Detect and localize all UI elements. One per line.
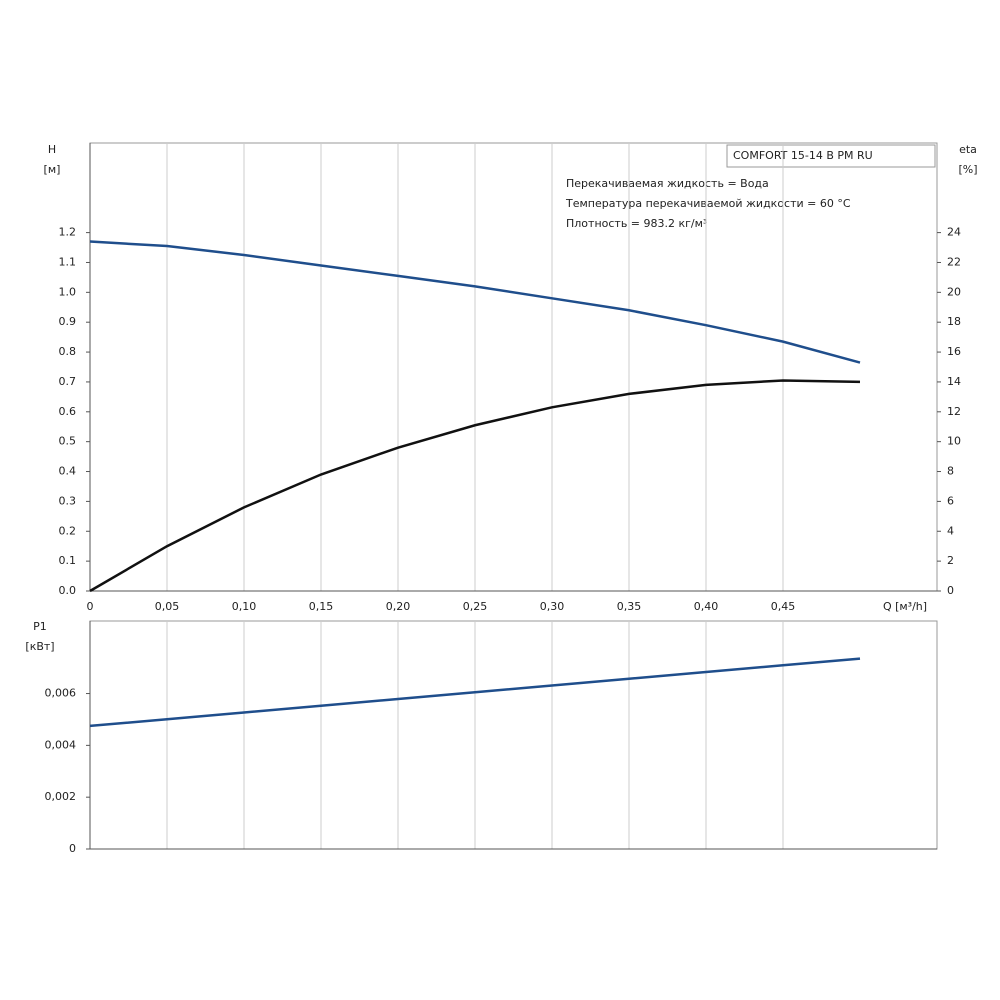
x-tick-label: 0 [87, 600, 94, 613]
y2-tick-label: 20 [947, 285, 961, 298]
title-box [726, 144, 936, 168]
y-tick-label: 0.5 [59, 435, 77, 448]
y-tick-label: 1.2 [59, 226, 77, 239]
y2-tick-label: 24 [947, 226, 961, 239]
y-tick-label: 0,002 [45, 790, 77, 803]
x-tick-label: 0,25 [463, 600, 488, 613]
y-tick-label: 1.0 [59, 285, 77, 298]
x-tick-label: 0,15 [309, 600, 334, 613]
y-tick-label: 0.1 [59, 554, 77, 567]
x-tick-label: 0,45 [771, 600, 796, 613]
line-series [89, 240, 861, 364]
y2-tick-label: 22 [947, 255, 961, 268]
x-tick-label: 0,35 [617, 600, 642, 613]
y-axis-label: P1 [33, 620, 47, 633]
annotation: Плотность = 983.2 кг/м³ [566, 217, 707, 230]
plot-frame [89, 620, 938, 850]
x-tick-label: 0,05 [155, 600, 180, 613]
plot-frame [89, 142, 938, 592]
y2-axis-unit: [%] [958, 163, 977, 176]
y-tick-label: 0 [69, 842, 76, 855]
y2-tick-label: 4 [947, 524, 954, 537]
y2-tick-label: 2 [947, 554, 954, 567]
x-tick-label: 0,20 [386, 600, 411, 613]
y-tick-label: 0.9 [59, 315, 77, 328]
y-tick-label: 0.3 [59, 494, 77, 507]
y2-tick-label: 14 [947, 375, 961, 388]
line-series [89, 657, 861, 728]
y-tick-label: 0.4 [59, 465, 77, 478]
y2-tick-label: 10 [947, 435, 961, 448]
y-tick-label: 0.6 [59, 405, 77, 418]
chart-title: COMFORT 15-14 B PM RU [733, 149, 873, 162]
y-tick-label: 1.1 [59, 255, 77, 268]
annotation: Температура перекачиваемой жидкости = 60… [565, 197, 851, 210]
y2-axis-label: eta [959, 143, 977, 156]
y-axis-label: H [48, 143, 56, 156]
y2-tick-label: 12 [947, 405, 961, 418]
y2-tick-label: 18 [947, 315, 961, 328]
y-tick-label: 0,006 [45, 687, 77, 700]
annotation: Перекачиваемая жидкость = Вода [566, 177, 769, 190]
y-axis-unit: [м] [44, 163, 61, 176]
y-tick-label: 0.8 [59, 345, 77, 358]
y-tick-label: 0.0 [59, 584, 77, 597]
y-tick-label: 0.2 [59, 524, 77, 537]
x-tick-label: 0,30 [540, 600, 565, 613]
y-axis-unit: [кВт] [25, 640, 54, 653]
y-tick-label: 0.7 [59, 375, 77, 388]
x-tick-label: 0,10 [232, 600, 257, 613]
y2-tick-label: 16 [947, 345, 961, 358]
y-tick-label: 0,004 [45, 738, 77, 751]
line-series [89, 379, 861, 593]
y2-tick-label: 6 [947, 494, 954, 507]
x-tick-label: 0,40 [694, 600, 719, 613]
y2-tick-label: 0 [947, 584, 954, 597]
y2-tick-label: 8 [947, 465, 954, 478]
x-axis-label: Q [м³/h] [883, 600, 927, 613]
